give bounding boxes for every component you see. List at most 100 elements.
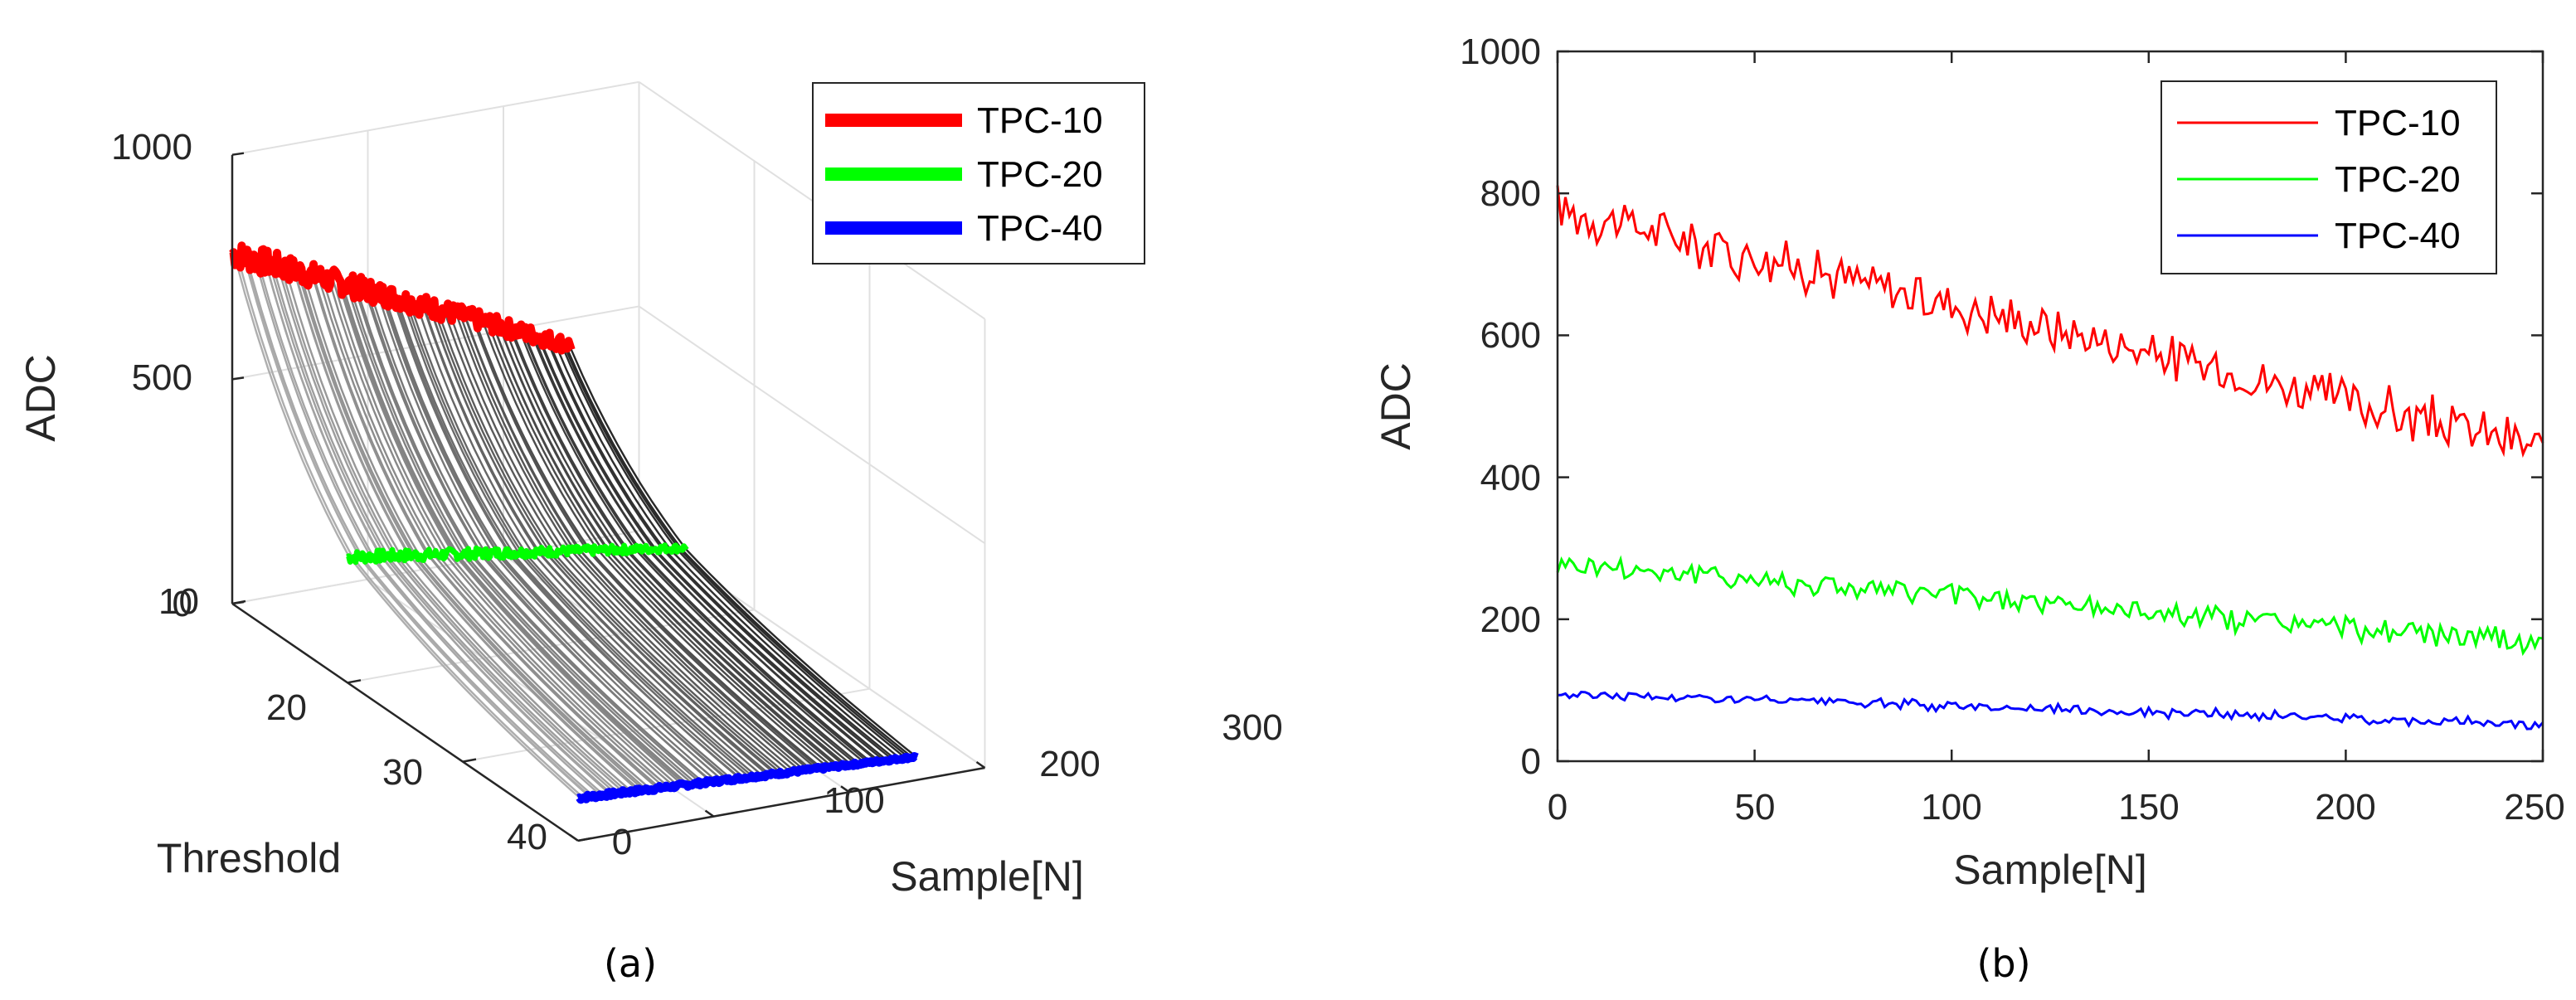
panel-a-legend: TPC-10 TPC-20 TPC-40	[812, 82, 1145, 265]
panel-a-surface-curve-211	[517, 326, 865, 764]
panel-a-series-lines	[229, 241, 921, 804]
panel-a-surface-curve-73	[330, 273, 678, 786]
panel-a-surface-curve-106	[375, 287, 723, 781]
panel-a-surface-curve-244	[561, 342, 910, 759]
panel-a-surface-curve-226	[537, 337, 886, 762]
panel-b-series-tpc-40	[1557, 690, 2544, 731]
panel-a-surface-curve-13	[249, 269, 597, 799]
panel-a-ytick-40: 40	[507, 817, 547, 857]
panel-a-3d-surface: 0 500 1000 10 20 30 40 0 100 200 300 ADC…	[17, 80, 1283, 986]
panel-a-gridline-z-back	[231, 80, 639, 156]
panel-a-ttick-mark-10	[231, 600, 246, 605]
panel-a-surface-curve-19	[256, 260, 605, 796]
panel-b-legend-label-tpc40: TPC-40	[2335, 216, 2461, 256]
panel-b-series-tpc-10	[1556, 185, 2544, 459]
panel-a-xtick-300: 300	[1222, 707, 1282, 748]
panel-a-surface-curve-31	[273, 270, 621, 795]
panel-a-surface-curve-175	[468, 309, 816, 769]
panel-b-ylabel: ADC	[1373, 362, 1419, 450]
panel-a-ylabel: Threshold	[157, 835, 341, 881]
panel-a-surface-curve-136	[416, 303, 764, 777]
panel-a-surface-curve-49	[297, 274, 645, 792]
panel-a-surface-curve-139	[420, 299, 768, 775]
panel-a-surface-curve-247	[566, 347, 914, 759]
panel-a-stick-mark-200	[840, 785, 850, 794]
panel-a-surface-curve-34	[277, 267, 625, 794]
panel-a-surface-curve-79	[338, 279, 686, 785]
panel-a-ztick-0: 0	[173, 584, 192, 624]
panel-a-surface-curve-250	[570, 349, 918, 759]
panel-a-surface-curve-205	[509, 328, 857, 765]
panel-a-surface-curve-91	[354, 289, 702, 784]
panel-a-surface-curve-235	[550, 346, 897, 761]
panel-b-xlabel: Sample[N]	[1953, 847, 2146, 893]
panel-a-surface-curve-178	[472, 316, 820, 769]
panel-a-gridline-t-floor	[231, 530, 639, 604]
panel-a-surface-curve-220	[529, 327, 877, 761]
panel-a-axes	[231, 152, 986, 842]
panel-a-xtick-0: 0	[612, 822, 632, 862]
panel-a-surface-curve-109	[379, 284, 727, 779]
panel-a-ztick-mark-1000	[231, 152, 245, 156]
panel-a-ttick-mark-20	[347, 679, 362, 684]
panel-b-xtick-250: 250	[2504, 787, 2564, 828]
panel-a-surface-curve-40	[285, 271, 634, 794]
panel-a-threshold-axis	[231, 602, 579, 842]
panel-a-surface-curve-118	[391, 289, 739, 779]
panel-a-surface-curve-85	[346, 287, 694, 785]
panel-b-caption: (b)	[1976, 941, 2030, 986]
panel-a-ztick-500: 500	[132, 357, 192, 398]
panel-a-surface-curve-22	[260, 249, 609, 794]
panel-a-stick-mark-0	[569, 833, 579, 842]
panel-a-surface-curve-190	[488, 315, 837, 766]
panel-a-surface-curve-166	[456, 306, 804, 770]
panel-a-ytick-20: 20	[266, 687, 307, 728]
panel-a-surface-curve-145	[427, 303, 775, 774]
panel-a-ztick-mark-500	[231, 376, 245, 381]
panel-a-surface-curve-97	[362, 279, 711, 782]
panel-b-xtick-50: 50	[1735, 787, 1776, 828]
panel-a-surface-curve-82	[342, 287, 690, 786]
panel-a-surface-curve-208	[513, 335, 861, 766]
panel-a-ttick-mark-30	[462, 758, 477, 763]
panel-b-ytick-400: 400	[1480, 458, 1541, 498]
panel-b-tick-marks	[1556, 50, 2544, 763]
panel-a-surface-curve-238	[553, 342, 902, 760]
panel-a-sample-axis	[577, 766, 985, 842]
panel-a-surface-curve-133	[411, 311, 760, 779]
panel-a-surface-curve-88	[350, 291, 698, 786]
panel-b-legend-box	[2160, 80, 2497, 274]
panel-a-series-tpc-40	[575, 752, 921, 804]
panel-b-series-tpc-20	[1556, 555, 2544, 657]
panel-a-xtick-200: 200	[1039, 744, 1100, 784]
panel-a-surface-curve-187	[484, 316, 833, 767]
panel-a-surface-curve-163	[452, 304, 800, 771]
panel-a-surface-curve-4	[236, 256, 585, 799]
panel-a-ytick-10: 10	[158, 581, 199, 622]
panel-a-legend-label-tpc10: TPC-10	[977, 100, 1103, 141]
panel-b-xtick-150: 150	[2118, 787, 2179, 828]
panel-a-surface	[232, 245, 918, 799]
panel-b-xtick-0: 0	[1548, 787, 1567, 828]
panel-a-surface-curve-160	[448, 311, 796, 773]
panel-a-surface-curve-43	[289, 258, 638, 790]
panel-a-surface-curve-202	[505, 330, 853, 766]
panel-a-surface-curve-229	[542, 345, 890, 763]
panel-a-surface-curve-154	[440, 319, 788, 775]
panel-a-surface-curve-157	[444, 313, 792, 774]
panel-a-surface-curve-67	[322, 279, 670, 789]
panel-a-xlabel: Sample[N]	[890, 853, 1083, 900]
panel-a-surface-curve-76	[334, 270, 683, 784]
panel-b-ytick-0: 0	[1521, 741, 1541, 782]
panel-a-zlabel: ADC	[17, 354, 64, 442]
panel-a-surface-curve-37	[281, 271, 629, 794]
panel-a-surface-curve-127	[403, 304, 751, 779]
panel-b-ytick-200: 200	[1480, 600, 1541, 640]
panel-b-xtick-100: 100	[1921, 787, 1981, 828]
panel-a-surface-curve-151	[435, 317, 784, 776]
panel-a-surface-curve-64	[318, 278, 666, 789]
panel-a-surface-curve-55	[305, 284, 654, 792]
panel-a-surface-curve-130	[407, 308, 756, 779]
panel-a-surface-curve-58	[309, 269, 658, 789]
